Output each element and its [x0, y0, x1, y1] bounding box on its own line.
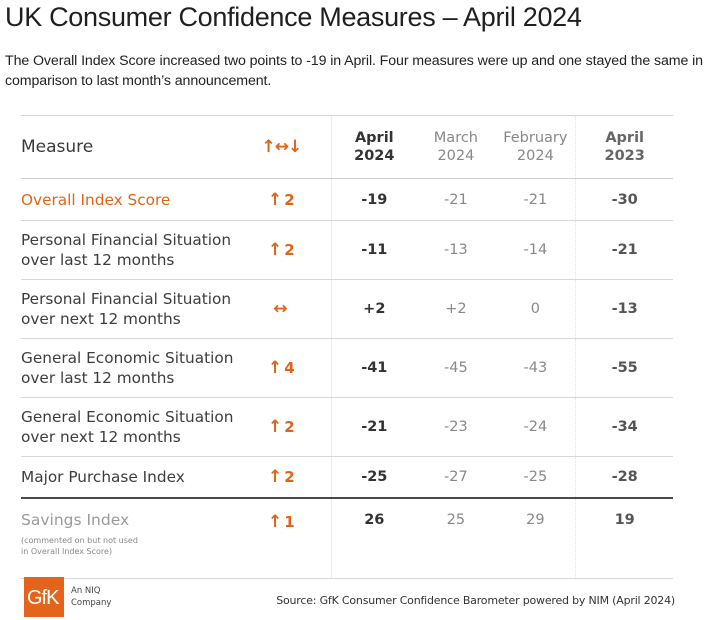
confidence-table: Measure ↑↔↓ April 2024 March 2024 February…: [21, 115, 673, 579]
change-value: 4: [284, 359, 295, 377]
change-value: 2: [284, 418, 295, 436]
measure-label: Savings Index (commented on but not used…: [21, 497, 250, 579]
value-april-2023: -28: [575, 456, 673, 498]
value-april-2023: -21: [575, 220, 673, 280]
value-april-2024: +2: [331, 279, 417, 339]
measure-label: General Economic Situation over last 12 m…: [21, 338, 250, 398]
value-april-2023: -55: [575, 338, 673, 398]
header-measure: Measure: [21, 115, 250, 179]
change-cell: ↑ 2: [249, 220, 332, 280]
value-april-2024: -41: [331, 338, 417, 398]
value-march-2024: 25: [416, 497, 496, 579]
header-april-2024: April 2024: [331, 115, 417, 179]
measure-label: General Economic Situation over next 12 m…: [21, 397, 250, 457]
value-april-2023: 19: [575, 497, 673, 579]
value-february-2024: 0: [495, 279, 576, 339]
value-march-2024: -23: [416, 397, 496, 457]
value-april-2024: -21: [331, 397, 417, 457]
value-february-2024: -43: [495, 338, 576, 398]
up-left-right-down-arrows-icon: ↑↔↓: [261, 137, 303, 157]
table-row-savings-index: Savings Index (commented on but not used…: [21, 497, 673, 579]
value-april-2024: -25: [331, 456, 417, 498]
left-right-arrow-icon: ↔: [273, 299, 288, 319]
change-cell: ↑ 4: [249, 338, 332, 398]
header-april-2023: April 2023: [575, 115, 673, 179]
change-cell: ↑ 2: [249, 397, 332, 457]
change-value: 1: [284, 513, 295, 531]
value-april-2024: -11: [331, 220, 417, 280]
table-row-personal-financial-last: Personal Financial Situation over last 12…: [21, 220, 673, 280]
table-row-overall-index: Overall Index Score ↑ 2 -19 -21 -21 -30: [21, 178, 673, 221]
change-cell: ↑ 1: [249, 497, 332, 579]
value-march-2024: -13: [416, 220, 496, 280]
change-value: 2: [284, 190, 295, 209]
page-subtitle: The Overall Index Score increased two po…: [5, 53, 703, 89]
up-arrow-icon: ↑: [268, 417, 283, 437]
change-cell: ↑ 2: [249, 178, 332, 221]
change-cell: ↑ 2: [250, 457, 332, 499]
header-change: ↑↔↓: [249, 115, 332, 179]
value-february-2024: -24: [495, 397, 576, 457]
change-cell: ↔: [249, 279, 332, 339]
table-row-general-economic-next: General Economic Situation over next 12 m…: [21, 397, 673, 457]
up-arrow-icon: ↑: [268, 467, 283, 487]
value-february-2024: -14: [495, 220, 576, 280]
up-arrow-icon: ↑: [268, 189, 283, 210]
logo-tagline: An NIQ Company: [71, 586, 112, 608]
value-march-2024: -45: [416, 338, 496, 398]
value-april-2023: -30: [575, 178, 673, 221]
header-february-2024: February 2024: [495, 115, 576, 179]
change-value: 2: [284, 468, 295, 486]
up-arrow-icon: ↑: [268, 512, 283, 532]
savings-note: (commented on but not used in Overall Ind…: [21, 536, 138, 556]
gfk-logo: GfK: [24, 577, 64, 617]
table-row-personal-financial-next: Personal Financial Situation over next 12…: [21, 279, 673, 339]
up-arrow-icon: ↑: [268, 358, 283, 378]
measure-label: Personal Financial Situation over last 12…: [21, 220, 250, 280]
measure-label: Major Purchase Index: [21, 468, 185, 486]
value-february-2024: 29: [495, 497, 576, 579]
measure-label: Personal Financial Situation over next 12…: [21, 279, 250, 339]
table-header-row: Measure ↑↔↓ April 2024 March 2024 February…: [21, 115, 673, 179]
up-arrow-icon: ↑: [268, 240, 283, 260]
value-february-2024: -25: [523, 469, 548, 485]
measure-label: Overall Index Score: [21, 178, 250, 221]
value-april-2023: -34: [575, 397, 673, 457]
value-april-2023: -13: [575, 279, 673, 339]
value-march-2024: -21: [416, 178, 496, 221]
value-april-2024: -19: [331, 178, 417, 221]
value-march-2024: -27: [444, 469, 468, 485]
header-march-2024: March 2024: [416, 115, 496, 179]
value-march-2024: +2: [416, 279, 496, 339]
value-february-2024: -21: [495, 178, 576, 221]
change-value: 2: [284, 241, 295, 259]
value-april-2024: 26: [331, 497, 417, 579]
table-row-general-economic-last: General Economic Situation over last 12 m…: [21, 338, 673, 398]
source-note: Source: GfK Consumer Confidence Baromete…: [276, 594, 675, 607]
table-row-major-purchase: Major Purchase Index ↑ 2 -25 -27 -25 -28: [21, 456, 673, 499]
page-title: UK Consumer Confidence Measures – April …: [5, 2, 582, 32]
